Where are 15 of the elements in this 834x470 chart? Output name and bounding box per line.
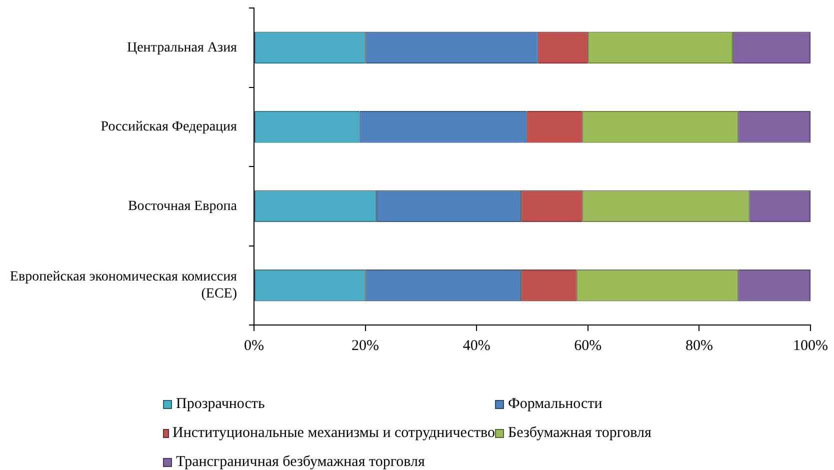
legend-label: Безбумажная торговля — [508, 424, 652, 443]
legend-label: Институциональные механизмы и сотрудничество — [172, 424, 495, 443]
y-tick-label: Центральная Азия — [126, 40, 238, 56]
x-tick-label: 40% — [462, 338, 490, 354]
x-tick-label: 0% — [244, 338, 264, 354]
y-tick-label: Российская Федерация — [100, 120, 238, 135]
x-tick-label: 60% — [574, 338, 602, 354]
y-tick-label: Восточная Европа — [128, 198, 238, 214]
x-tick-label: 20% — [352, 338, 380, 354]
x-tick-label: 80% — [685, 338, 713, 354]
x-tick-label: 100% — [793, 338, 828, 354]
legend-label: Трансграничная безбумажная торговля — [176, 453, 425, 470]
legend-label: Формальности — [508, 395, 602, 414]
y-tick-label: Европейская экономическая комиссия (ECE) — [10, 270, 238, 302]
legend-label: Прозрачность — [176, 395, 265, 414]
